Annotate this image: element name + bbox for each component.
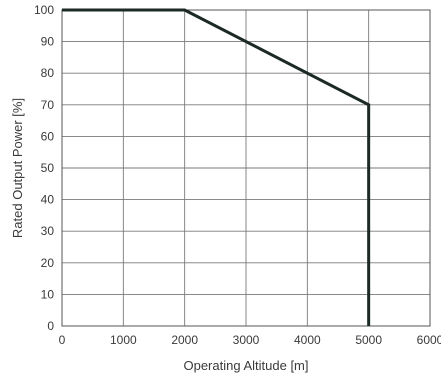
x-axis-ticks: 0 1000 2000 3000 4000 5000 6000 bbox=[59, 333, 441, 347]
x-tick-label-0: 0 bbox=[59, 333, 66, 347]
y-tick-label-10: 100 bbox=[34, 3, 54, 17]
x-tick-label-4: 4000 bbox=[294, 333, 321, 347]
y-tick-label-4: 40 bbox=[41, 193, 55, 207]
y-tick-label-3: 30 bbox=[41, 224, 55, 238]
y-tick-label-1: 10 bbox=[41, 287, 55, 301]
y-tick-label-7: 70 bbox=[41, 98, 55, 112]
y-tick-label-5: 50 bbox=[41, 161, 55, 175]
y-tick-label-2: 20 bbox=[41, 256, 55, 270]
plot-frame bbox=[61, 9, 431, 327]
y-tick-label-6: 60 bbox=[41, 129, 55, 143]
x-axis-title: Operating Altitude [m] bbox=[183, 358, 308, 373]
x-tick-label-6: 6000 bbox=[417, 333, 441, 347]
x-tick-label-3: 3000 bbox=[233, 333, 260, 347]
y-axis-title: Rated Output Power [%] bbox=[10, 98, 25, 238]
x-tick-label-5: 5000 bbox=[355, 333, 382, 347]
y-tick-label-8: 80 bbox=[41, 66, 55, 80]
derating-curve-line-0 bbox=[62, 8, 371, 326]
y-tick-label-0: 0 bbox=[47, 319, 54, 333]
grid-lines bbox=[61, 9, 431, 327]
y-tick-label-9: 90 bbox=[41, 35, 55, 49]
series-layer bbox=[62, 8, 371, 326]
y-axis-ticks: 0 10 20 30 40 50 60 70 80 90 100 bbox=[34, 3, 54, 333]
x-tick-label-1: 1000 bbox=[110, 333, 137, 347]
x-tick-label-2: 2000 bbox=[171, 333, 198, 347]
